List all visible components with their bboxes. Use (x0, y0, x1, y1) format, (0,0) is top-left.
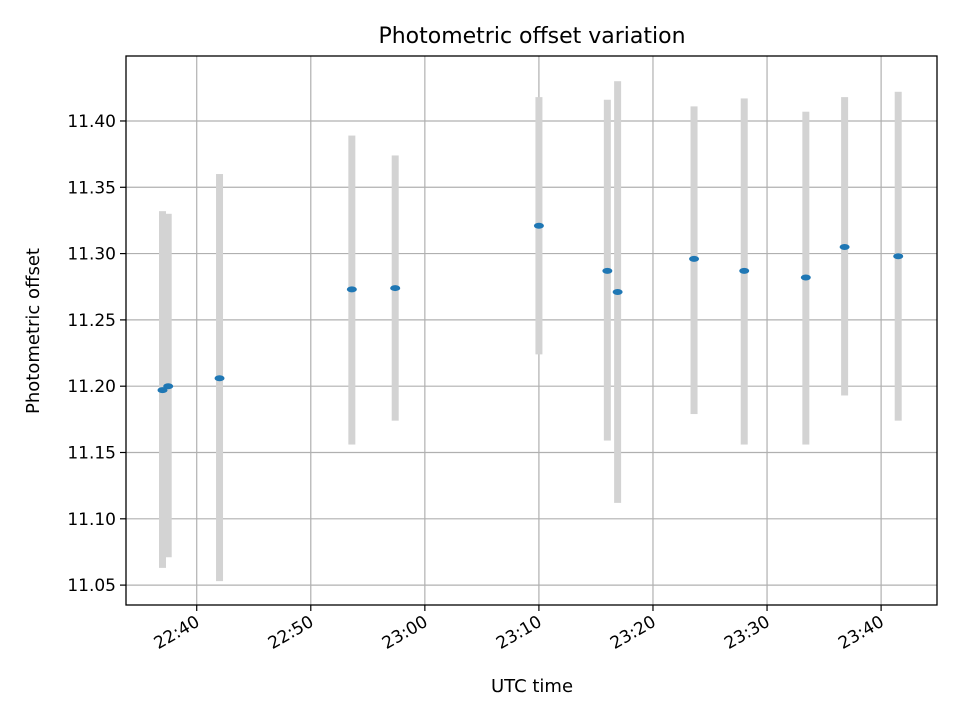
x-tick-label: 23:40 (835, 612, 887, 654)
data-point (533, 222, 544, 229)
data-point (602, 267, 613, 274)
x-tick-label: 22:50 (265, 612, 317, 654)
data-point (893, 253, 904, 260)
grid (126, 56, 937, 605)
data-point (800, 274, 811, 281)
y-tick-label: 11.35 (67, 178, 116, 198)
data-point (739, 267, 750, 274)
axis-ticks: 22:40 22:50 23:00 23:10 23:20 23:30 23:40 11.05… (67, 112, 887, 654)
data-points (157, 222, 904, 394)
y-tick-label: 11.40 (67, 112, 116, 132)
data-point (157, 387, 168, 394)
x-tick-label: 23:20 (607, 612, 659, 654)
data-point (214, 375, 225, 382)
y-axis-label: Photometric offset (23, 248, 44, 414)
data-point (163, 383, 174, 390)
x-tick-label: 23:00 (379, 612, 431, 654)
error-bars (159, 81, 902, 582)
y-tick-label: 11.25 (67, 311, 116, 331)
data-point (346, 286, 357, 293)
y-tick-label: 11.10 (67, 510, 116, 530)
x-axis-label: UTC time (491, 676, 573, 697)
x-tick-label: 22:40 (151, 612, 203, 654)
data-point (839, 243, 850, 250)
y-tick-label: 11.15 (67, 444, 116, 464)
chart-title: Photometric offset variation (378, 24, 685, 49)
y-tick-label: 11.05 (67, 576, 116, 596)
y-tick-label: 11.20 (67, 377, 116, 397)
data-point (689, 255, 700, 262)
plot-frame (125, 55, 938, 606)
x-tick-label: 23:30 (721, 612, 773, 654)
y-tick-label: 11.30 (67, 245, 116, 265)
data-point (390, 285, 401, 292)
x-tick-label: 23:10 (493, 612, 545, 654)
data-point (612, 289, 623, 296)
